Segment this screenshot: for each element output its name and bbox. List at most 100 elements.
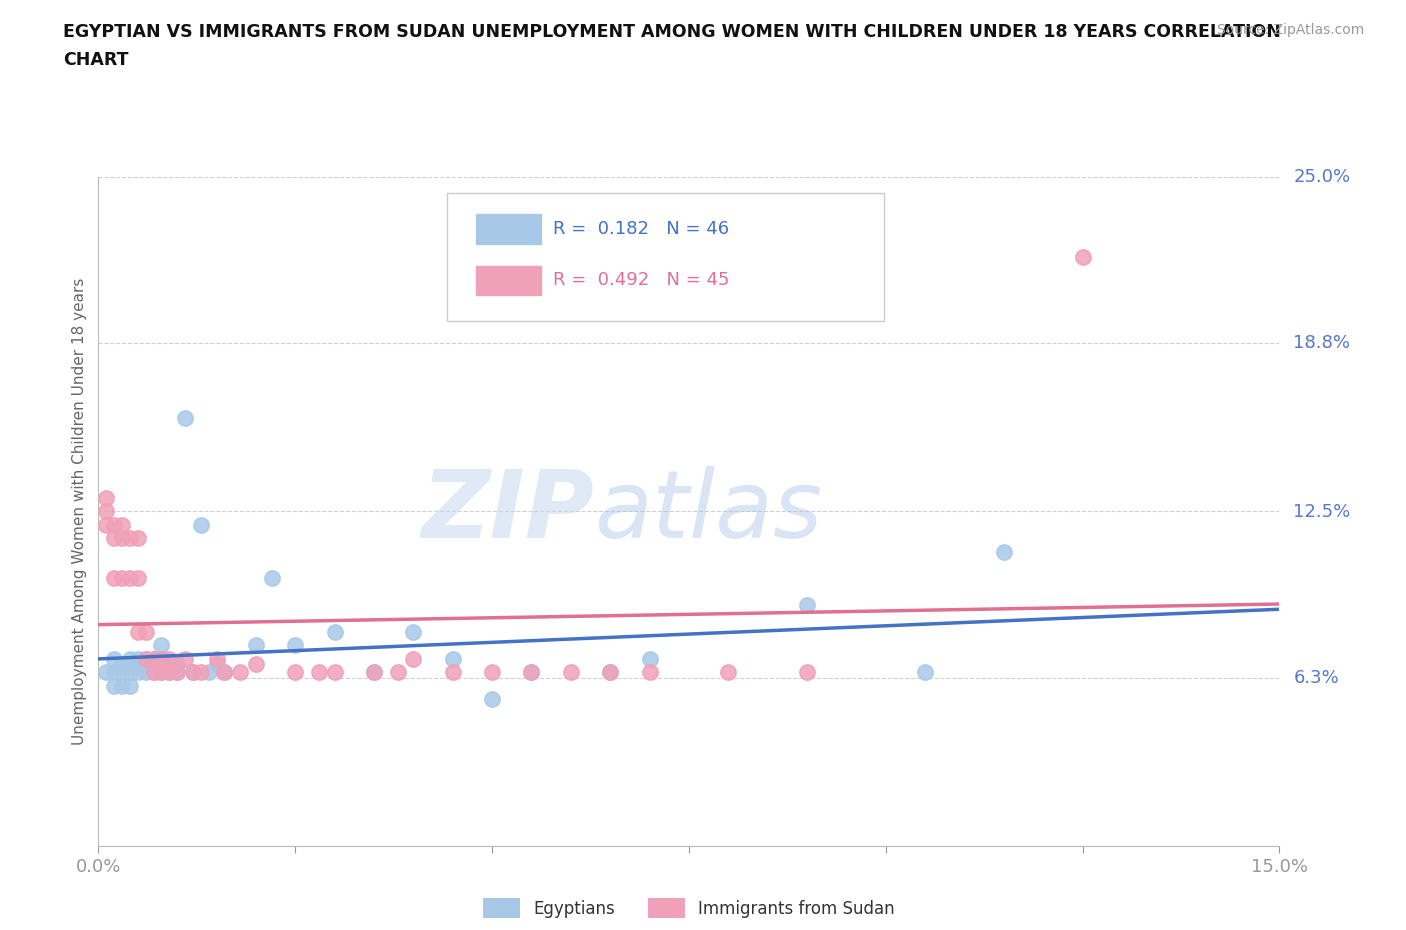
Point: [150, 665, 173, 680]
Point: [96, 491, 118, 506]
FancyBboxPatch shape: [447, 193, 884, 321]
Point: [638, 651, 661, 666]
Point: [103, 531, 125, 546]
Point: [308, 665, 330, 680]
Point: [441, 665, 464, 680]
Point: [796, 598, 818, 613]
Y-axis label: Unemployment Among Women with Children Under 18 years: Unemployment Among Women with Children U…: [72, 278, 87, 745]
Point: [135, 665, 157, 680]
Point: [796, 665, 818, 680]
Legend: Egyptians, Immigrants from Sudan: Egyptians, Immigrants from Sudan: [477, 891, 901, 925]
Point: [127, 651, 149, 666]
Point: [174, 651, 197, 666]
Point: [157, 657, 180, 671]
Point: [284, 665, 307, 680]
Point: [118, 571, 141, 586]
Point: [520, 665, 543, 680]
Text: 25.0%: 25.0%: [1294, 167, 1351, 186]
Point: [363, 665, 385, 680]
Point: [135, 625, 157, 640]
Point: [1071, 249, 1094, 264]
Point: [157, 665, 180, 680]
Point: [103, 517, 125, 532]
Point: [150, 665, 173, 680]
Point: [181, 665, 204, 680]
Text: R =  0.182   N = 46: R = 0.182 N = 46: [553, 219, 730, 238]
Point: [118, 531, 141, 546]
Point: [181, 665, 204, 680]
Point: [560, 665, 582, 680]
Point: [150, 651, 173, 666]
Point: [914, 665, 936, 680]
Point: [284, 638, 307, 653]
Bar: [477, 266, 541, 295]
Point: [245, 638, 267, 653]
Point: [441, 651, 464, 666]
Point: [96, 665, 118, 680]
Point: [135, 651, 157, 666]
Point: [135, 651, 157, 666]
Point: [481, 665, 503, 680]
Point: [166, 665, 188, 680]
Point: [387, 665, 409, 680]
Point: [103, 665, 125, 680]
Point: [174, 410, 197, 425]
Point: [205, 651, 228, 666]
Point: [166, 657, 188, 671]
Point: [205, 657, 228, 671]
Point: [993, 544, 1015, 559]
Point: [127, 531, 149, 546]
Point: [142, 665, 165, 680]
Point: [111, 665, 134, 680]
Text: EGYPTIAN VS IMMIGRANTS FROM SUDAN UNEMPLOYMENT AMONG WOMEN WITH CHILDREN UNDER 1: EGYPTIAN VS IMMIGRANTS FROM SUDAN UNEMPL…: [63, 23, 1281, 41]
Bar: [477, 214, 541, 244]
Point: [118, 665, 141, 680]
Text: 12.5%: 12.5%: [1294, 502, 1351, 521]
Point: [111, 531, 134, 546]
Point: [127, 625, 149, 640]
Point: [402, 651, 425, 666]
Point: [260, 571, 283, 586]
Point: [103, 678, 125, 693]
Point: [142, 651, 165, 666]
Point: [135, 657, 157, 671]
Point: [323, 665, 346, 680]
Point: [229, 665, 252, 680]
Point: [481, 692, 503, 707]
Point: [142, 651, 165, 666]
Text: Source: ZipAtlas.com: Source: ZipAtlas.com: [1216, 23, 1364, 37]
Text: ZIP: ZIP: [422, 466, 595, 557]
Point: [157, 665, 180, 680]
Point: [118, 678, 141, 693]
Point: [142, 657, 165, 671]
Text: 6.3%: 6.3%: [1294, 669, 1339, 686]
Point: [103, 571, 125, 586]
Point: [111, 517, 134, 532]
Point: [111, 657, 134, 671]
Point: [363, 665, 385, 680]
Text: 18.8%: 18.8%: [1294, 334, 1350, 352]
Point: [638, 665, 661, 680]
Point: [96, 504, 118, 519]
Text: R =  0.492   N = 45: R = 0.492 N = 45: [553, 272, 730, 289]
Point: [214, 665, 236, 680]
Point: [111, 678, 134, 693]
Point: [717, 665, 740, 680]
Point: [190, 665, 212, 680]
Point: [127, 665, 149, 680]
Point: [520, 665, 543, 680]
Point: [142, 665, 165, 680]
Point: [599, 665, 621, 680]
Point: [599, 665, 621, 680]
Point: [166, 665, 188, 680]
Text: CHART: CHART: [63, 51, 129, 69]
Point: [118, 651, 141, 666]
Point: [323, 625, 346, 640]
Point: [245, 657, 267, 671]
Point: [127, 657, 149, 671]
Point: [111, 571, 134, 586]
Point: [157, 651, 180, 666]
Point: [127, 571, 149, 586]
Point: [150, 638, 173, 653]
Point: [96, 517, 118, 532]
